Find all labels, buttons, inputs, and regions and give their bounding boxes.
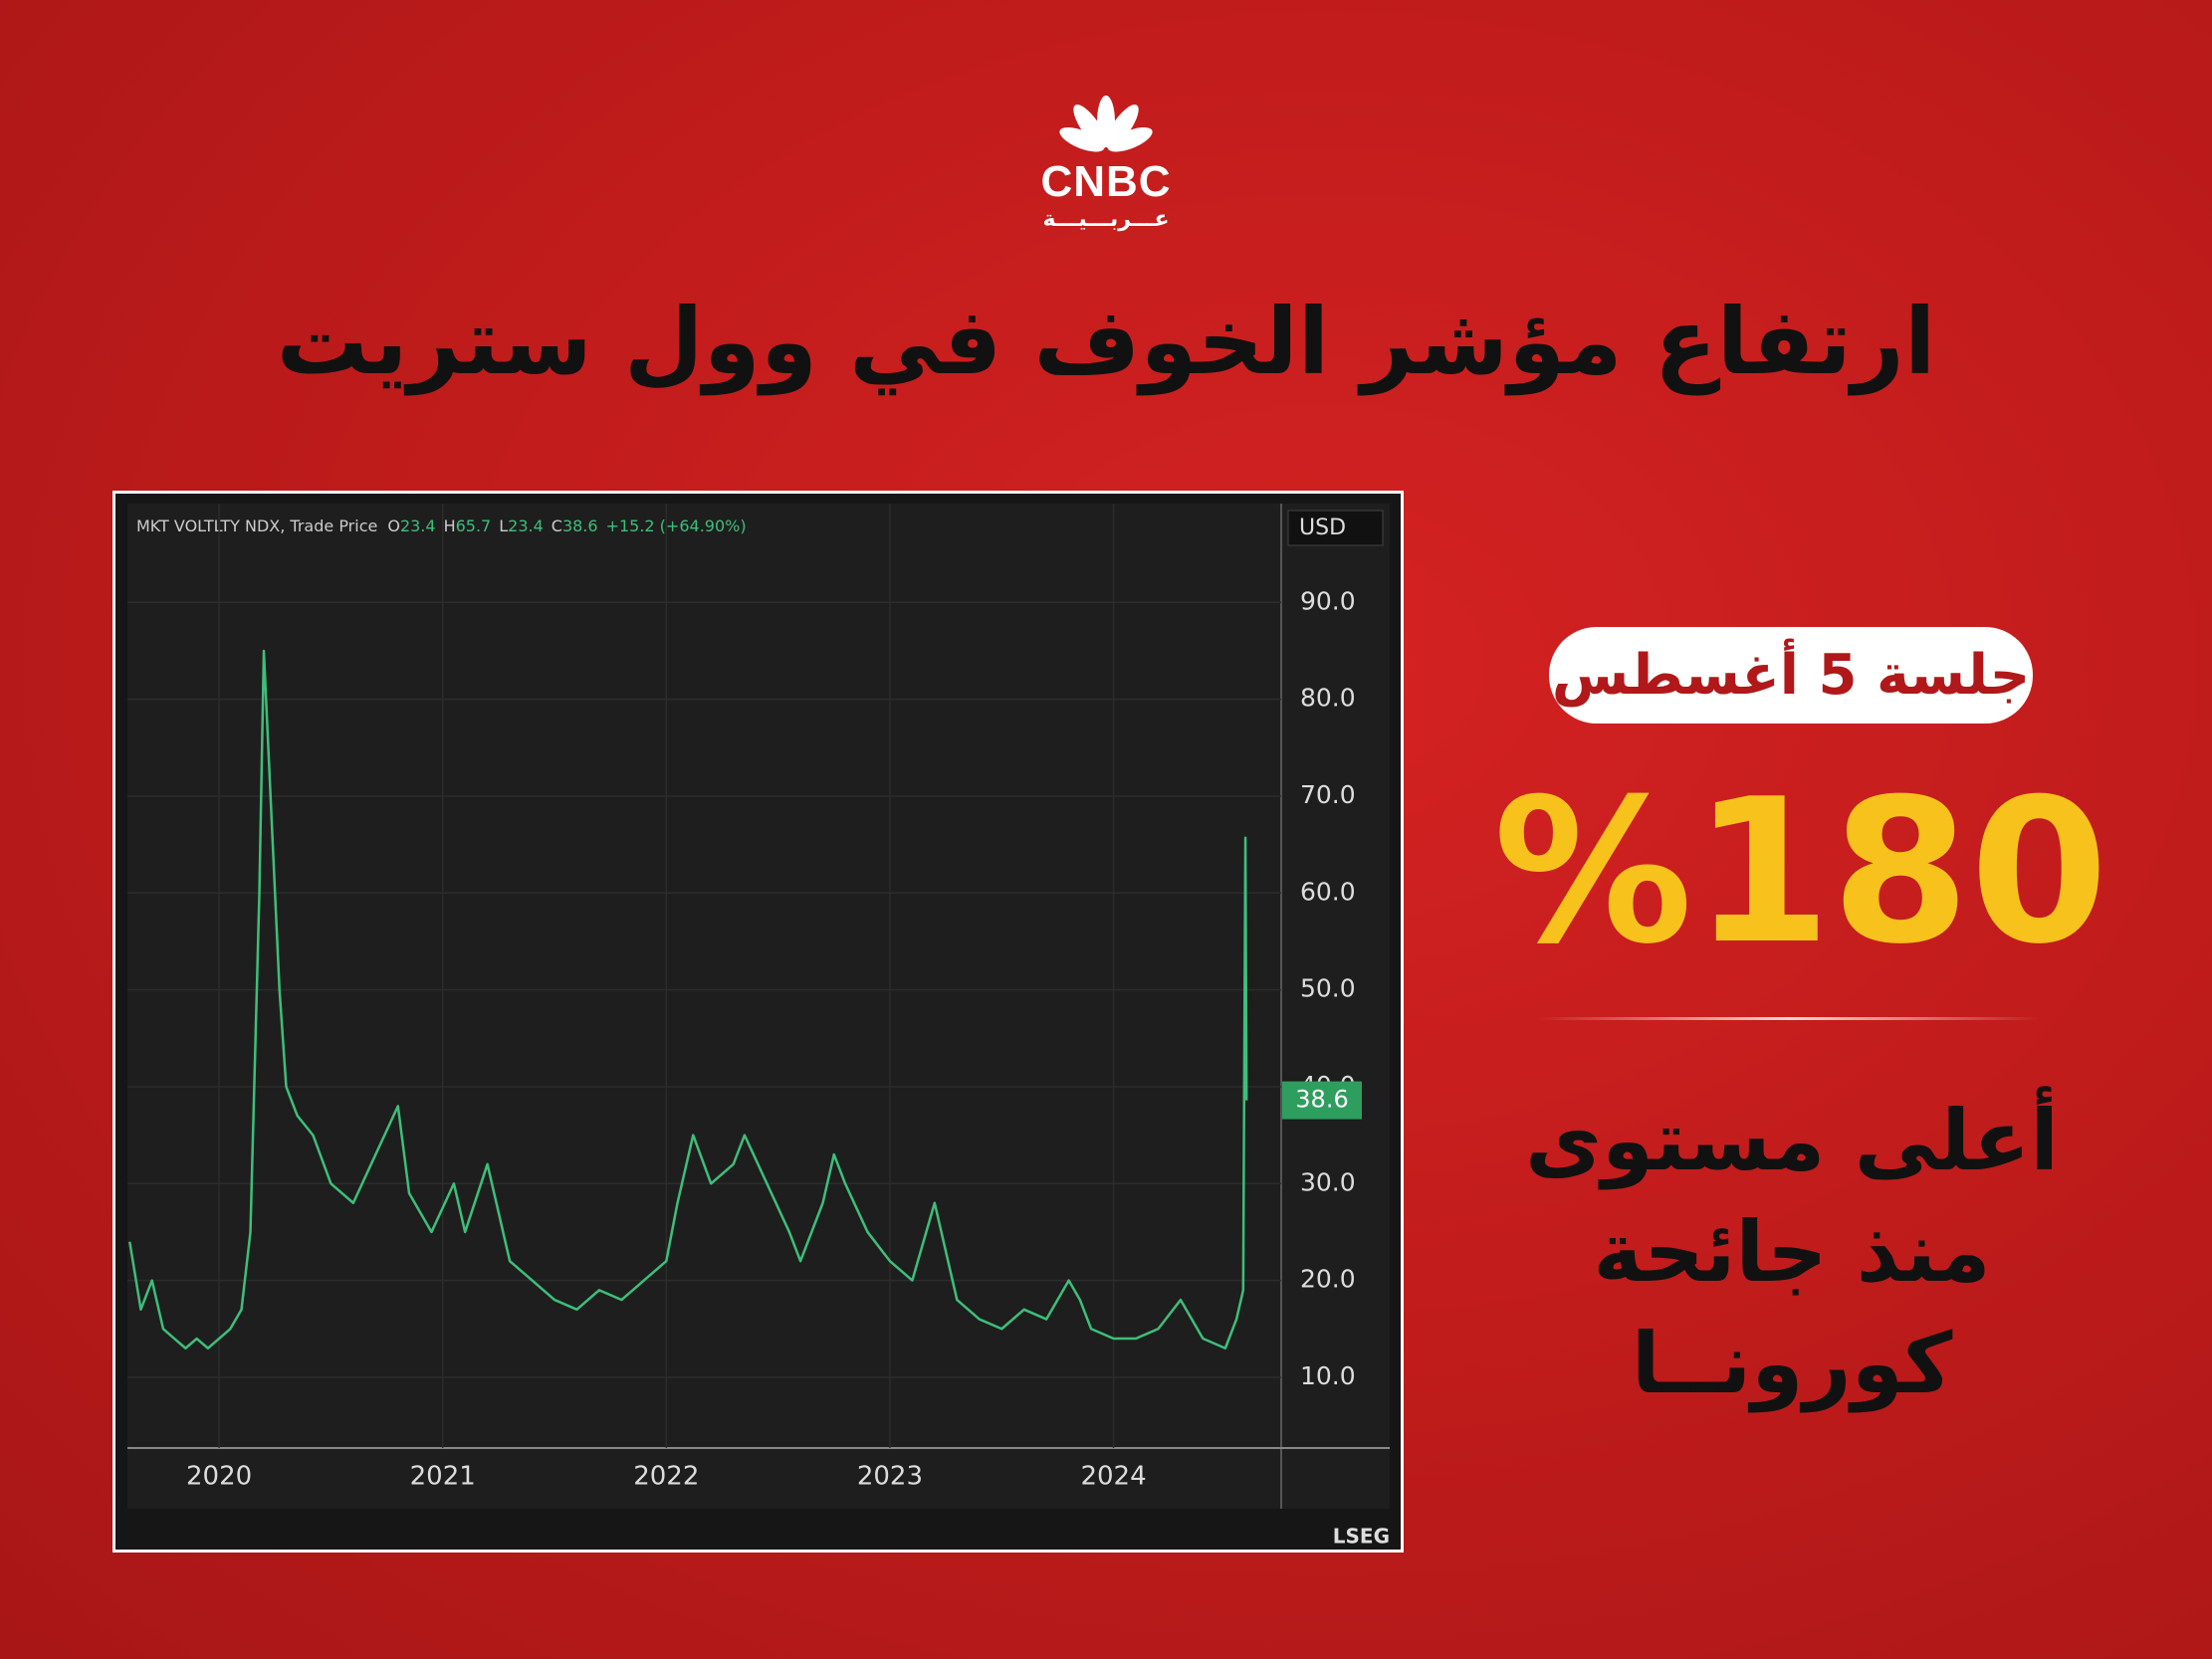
logo: CNBC عـــربـــيـــة [1006, 92, 1206, 232]
currency: USD [1299, 516, 1346, 540]
x-tick-label: 2022 [633, 1462, 699, 1492]
series-line [128, 649, 1248, 1349]
caption-line: كورونــا [1631, 1315, 1953, 1412]
y-tick-label: 80.0 [1300, 684, 1356, 713]
y-tick-label: 10.0 [1300, 1361, 1356, 1390]
currency-box [1287, 510, 1384, 546]
y-tick-label: 90.0 [1300, 586, 1356, 615]
instrument: MKT VOLTLTY NDX, Trade Price [136, 517, 377, 535]
caption-line: أعلى مستوى [1524, 1092, 2060, 1189]
caption-line: منذ جائحة [1593, 1203, 1991, 1301]
y-tick-label: 60.0 [1300, 877, 1356, 906]
stat: %180 [1493, 756, 2108, 988]
date-badge: جلسة 5 أغسطس [1549, 627, 2033, 724]
x-tick-label: 2020 [186, 1462, 252, 1492]
headline: ارتفاع مؤشر الخوف في وول ستريت [276, 289, 1936, 395]
ohlc-key: H [444, 517, 456, 535]
x-tick-label: 2023 [857, 1462, 923, 1492]
x-tick-label: 2024 [1080, 1462, 1146, 1492]
ohlc-value: 23.4 [508, 517, 544, 535]
logo-sub: عـــربـــيـــة [1042, 207, 1170, 232]
change: +15.2 (+64.90%) [606, 517, 747, 535]
y-tick-label: 70.0 [1300, 780, 1356, 809]
x-tick-label: 2021 [410, 1462, 476, 1492]
last-price-box [1282, 1081, 1362, 1120]
logo-name: CNBC [1040, 157, 1172, 206]
ohlc-key: C [552, 517, 562, 535]
y-tick-label: 50.0 [1300, 974, 1356, 1003]
peacock [1059, 96, 1153, 152]
chart-header: MKT VOLTLTY NDX, Trade Price O23.4 H65.7 L2… [136, 517, 747, 535]
separator [1538, 1017, 2041, 1020]
ohlc-key: O [387, 517, 400, 535]
ohlc-value: 38.6 [562, 517, 598, 535]
caption: أعلى مستوى منذ جائحة كورونــا [1473, 1085, 2110, 1419]
last-price-label: 38.6 [1295, 1086, 1348, 1114]
source: LSEG [1333, 1525, 1390, 1549]
y-tick-label: 20.0 [1300, 1265, 1356, 1294]
ohlc-value: 65.7 [456, 517, 492, 535]
ohlc-value: 23.4 [400, 517, 436, 535]
y-tick-label: 30.0 [1300, 1167, 1356, 1196]
ohlc-key: L [499, 517, 508, 535]
plot-bg [127, 504, 1390, 1509]
